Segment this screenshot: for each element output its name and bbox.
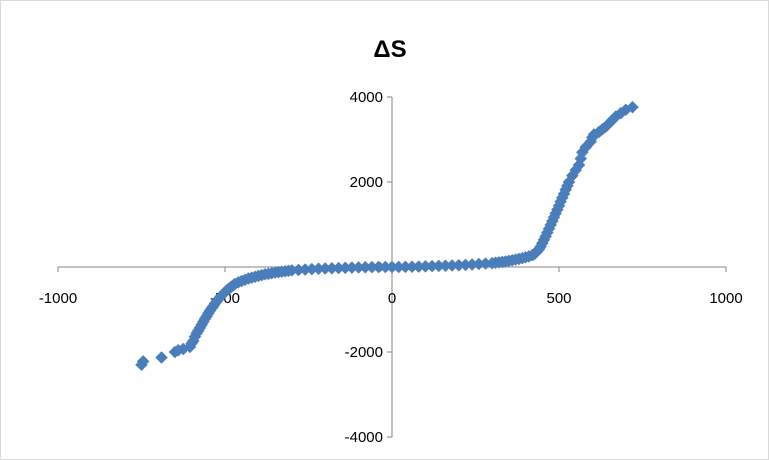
x-tick-label: 500 [546, 290, 571, 307]
x-tick-labels: -1000-50005001000 [39, 290, 743, 307]
data-points [135, 100, 639, 372]
data-point [155, 351, 168, 364]
data-point [626, 100, 639, 114]
y-tick-label: 4000 [350, 89, 383, 106]
x-tick-label: 1000 [709, 290, 742, 307]
y-tick-label: -4000 [345, 429, 383, 446]
data-point [136, 354, 150, 368]
chart-title: ΔS [373, 36, 406, 63]
y-tick-label: 2000 [350, 174, 383, 191]
x-tick-label: 0 [388, 290, 396, 307]
x-tick-label: -1000 [39, 290, 77, 307]
y-tick-label: -2000 [345, 344, 383, 361]
